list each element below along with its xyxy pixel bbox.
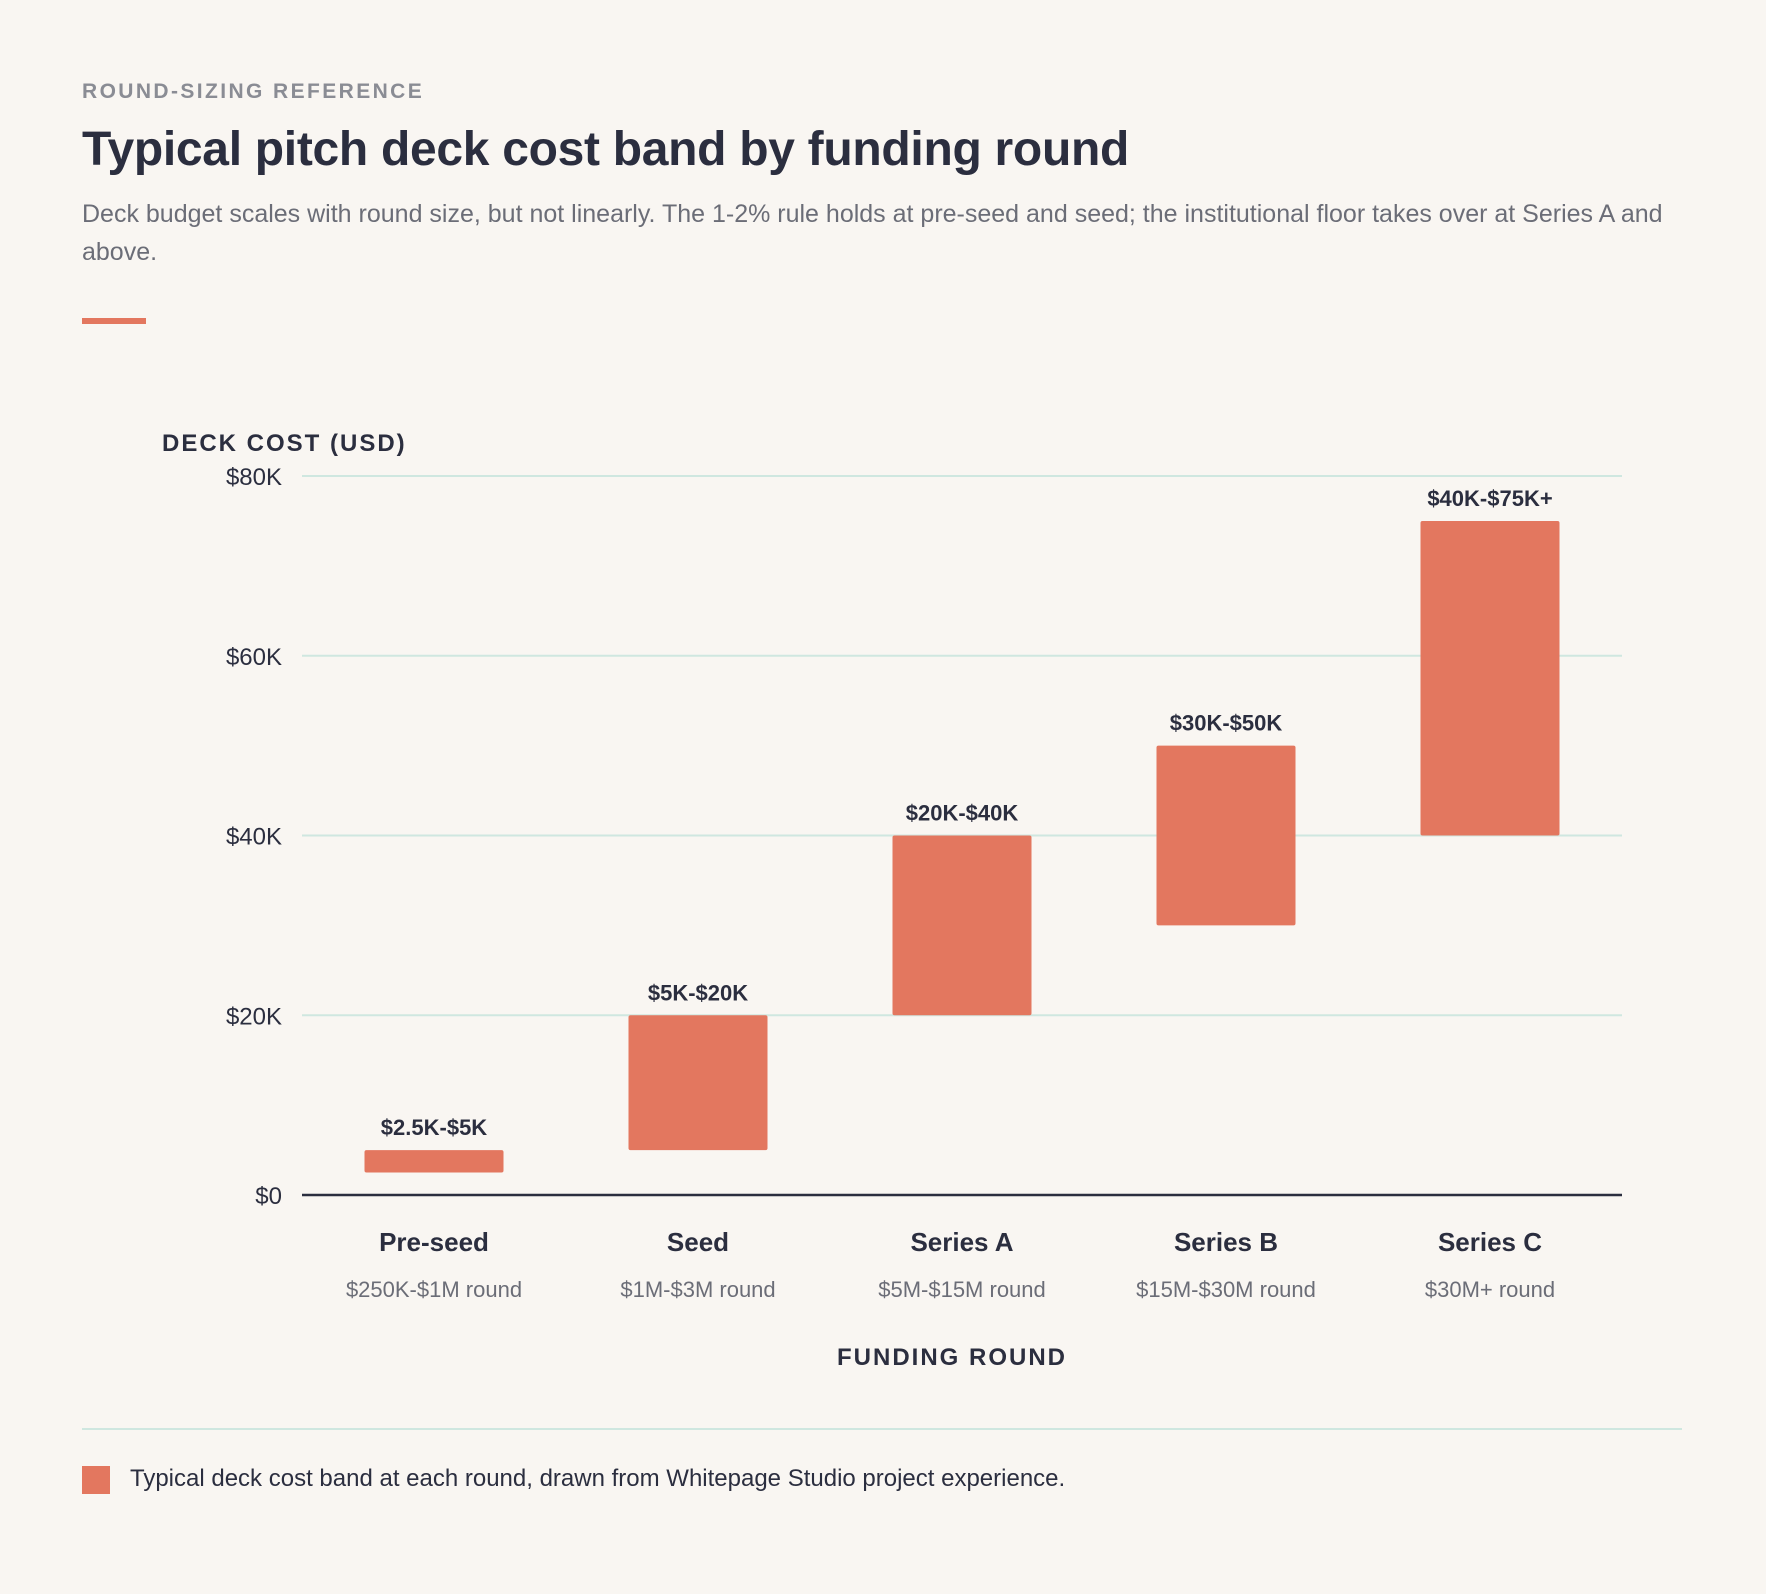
range-bar — [364, 1150, 504, 1173]
bar-data-label: $2.5K-$5K — [381, 1115, 488, 1140]
bar-data-label: $5K-$20K — [648, 980, 748, 1005]
bar-data-label: $40K-$75K+ — [1427, 486, 1552, 511]
footer-divider — [82, 1428, 1682, 1430]
y-tick-label: $60K — [226, 644, 282, 671]
x-tick-label: Series C — [1438, 1227, 1542, 1257]
x-tick-sublabel: $1M-$3M round — [620, 1277, 775, 1302]
range-bar — [1156, 745, 1296, 926]
y-tick-label: $80K — [226, 464, 282, 491]
legend-text: Typical deck cost band at each round, dr… — [130, 1465, 1066, 1492]
x-tick-label: Seed — [667, 1227, 729, 1257]
x-tick-sublabel: $5M-$15M round — [878, 1277, 1046, 1302]
y-tick-label: $0 — [255, 1183, 282, 1210]
accent-rule — [82, 318, 146, 324]
x-tick-sublabel: $30M+ round — [1425, 1277, 1555, 1302]
y-axis-label: DECK COST (USD) — [162, 430, 407, 457]
x-tick-sublabel: $250K-$1M round — [346, 1277, 522, 1302]
x-axis-label: FUNDING ROUND — [837, 1344, 1067, 1371]
x-tick-label: Series A — [910, 1227, 1013, 1257]
range-bar — [1420, 520, 1560, 836]
range-bar-chart: DECK COST (USD) $0 $20K $40K $60K $80K $2.5K… — [162, 430, 1622, 1371]
chart-title: Typical pitch deck cost band by funding … — [82, 123, 1130, 176]
bar-data-label: $20K-$40K — [906, 801, 1019, 826]
y-tick-label: $20K — [226, 1003, 282, 1030]
range-bar — [628, 1015, 768, 1151]
range-bar — [892, 835, 1032, 1016]
bar-data-label: $30K-$50K — [1170, 711, 1283, 736]
legend-swatch — [82, 1466, 110, 1494]
x-tick-label: Series B — [1174, 1227, 1278, 1257]
x-tick-label: Pre-seed — [379, 1227, 489, 1257]
x-tick-sublabel: $15M-$30M round — [1136, 1277, 1316, 1302]
y-tick-label: $40K — [226, 824, 282, 851]
chart-subtitle: Deck budget scales with round size, but … — [82, 200, 1663, 266]
eyebrow-label: ROUND-SIZING REFERENCE — [82, 80, 425, 103]
